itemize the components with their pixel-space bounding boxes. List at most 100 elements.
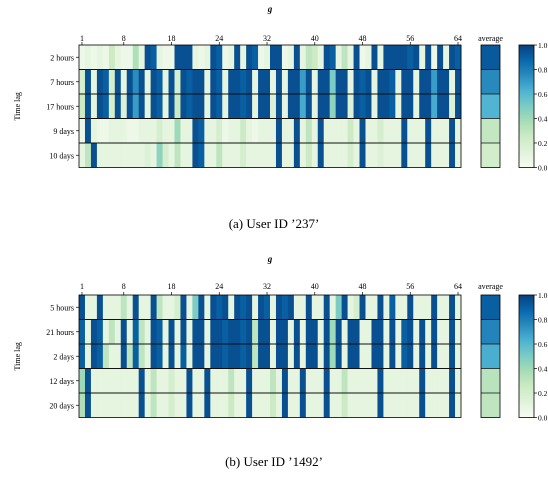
heatmap-cell	[383, 45, 390, 70]
heatmap-cell	[192, 143, 199, 168]
heatmap-cell	[443, 45, 450, 70]
heatmap-cell	[365, 45, 372, 70]
heatmap-cell	[437, 143, 444, 168]
heatmap-cell	[359, 295, 366, 320]
heatmap-cell	[329, 319, 337, 344]
heatmap-cell	[132, 69, 140, 94]
heatmap-cell	[281, 118, 289, 143]
heatmap-cell	[287, 319, 295, 344]
heatmap-cell	[443, 344, 450, 369]
heatmap-cell	[389, 344, 396, 369]
heatmap-cell	[228, 94, 235, 119]
heatmap-cell	[144, 295, 152, 320]
heatmap-cell	[449, 69, 456, 94]
heatmap-cell	[377, 94, 384, 119]
heatmap-cell	[299, 393, 307, 418]
heatmap-cell	[353, 143, 360, 168]
heatmap-cell	[216, 118, 223, 143]
heatmap-cell	[228, 118, 235, 143]
heatmap-cell	[365, 143, 372, 168]
heatmap-cell	[281, 45, 289, 70]
heatmap-cell	[293, 344, 301, 369]
heatmap-cell	[270, 368, 277, 393]
heatmap-cell	[329, 118, 337, 143]
heatmap-cell	[180, 69, 187, 94]
heatmap-cell	[270, 94, 277, 119]
heatmap-cell	[79, 94, 86, 119]
heatmap-cell	[222, 45, 229, 70]
heatmap-cell	[419, 118, 426, 143]
heatmap-cell	[240, 344, 247, 369]
heatmap-cell	[138, 143, 146, 168]
heatmap-cell	[353, 319, 360, 344]
heatmap-cell	[317, 319, 325, 344]
heatmap-cell	[455, 94, 462, 119]
heatmap-cell	[347, 295, 354, 320]
heatmap-cell	[437, 69, 444, 94]
heatmap-cell	[311, 368, 319, 393]
heatmap-cell	[138, 69, 146, 94]
heatmap-cell	[431, 344, 438, 369]
heatmap-cell	[395, 69, 402, 94]
heatmap-cell	[120, 143, 128, 168]
heatmap-cell	[299, 319, 307, 344]
heatmap-cell	[102, 344, 110, 369]
x-tick-label: 64	[454, 282, 462, 291]
y-tick-label: 20 days	[49, 401, 74, 410]
heatmap-cell	[443, 295, 450, 320]
average-label: average	[478, 282, 503, 291]
heatmap-cell	[240, 143, 247, 168]
heatmap-cell	[317, 45, 325, 70]
colorbar-tick-label: 0.0	[538, 414, 548, 423]
heatmap-cell	[264, 295, 271, 320]
heatmap-cell	[79, 368, 86, 393]
heatmap-cell	[198, 295, 205, 320]
heatmap-cell	[150, 319, 157, 344]
heatmap-cell	[395, 344, 402, 369]
heatmap-cell	[84, 45, 92, 70]
heatmap-cell	[264, 94, 271, 119]
heatmap-cell	[168, 319, 175, 344]
heatmap-cell	[216, 319, 223, 344]
heatmap-cell	[407, 45, 414, 70]
heatmap-cell	[222, 143, 229, 168]
y-axis-label: Time lag	[13, 342, 22, 370]
heatmap-cell	[419, 69, 426, 94]
heatmap-cell	[150, 94, 157, 119]
heatmap-cell	[246, 143, 253, 168]
heatmap-cell	[144, 118, 152, 143]
heatmap-cell	[275, 319, 283, 344]
heatmap-cell	[365, 69, 372, 94]
heatmap-cell	[401, 295, 408, 320]
heatmap-cell	[79, 118, 86, 143]
heatmap-cell	[120, 45, 128, 70]
heatmap-cell	[270, 118, 277, 143]
heatmap-cell	[449, 393, 456, 418]
heatmap-cell	[413, 295, 420, 320]
heatmap-cell	[246, 368, 253, 393]
heatmap-cell	[114, 118, 122, 143]
heatmap-cell	[401, 344, 408, 369]
x-tick-label: 48	[359, 282, 367, 291]
heatmap-cell	[234, 393, 241, 418]
heatmap-cell	[84, 143, 92, 168]
heatmap-cell	[317, 393, 325, 418]
heatmap-cell	[425, 344, 432, 369]
heatmap-cell	[126, 143, 134, 168]
heatmap-cell	[84, 295, 92, 320]
heatmap-cell	[275, 118, 283, 143]
heatmap-cell	[96, 69, 104, 94]
heatmap-cell	[204, 368, 211, 393]
heatmap-cell	[341, 344, 348, 369]
heatmap-cell	[186, 319, 193, 344]
y-tick-label: 2 hours	[50, 53, 74, 62]
heatmap-cell	[329, 69, 337, 94]
average-cell	[481, 45, 500, 70]
heatmap-cell	[168, 118, 175, 143]
heatmap-cell	[120, 69, 128, 94]
heatmap-cell	[264, 143, 271, 168]
heatmap-cell	[413, 45, 420, 70]
heatmap-cell	[371, 344, 378, 369]
heatmap-cell	[234, 45, 241, 70]
heatmap-cell	[222, 94, 229, 119]
